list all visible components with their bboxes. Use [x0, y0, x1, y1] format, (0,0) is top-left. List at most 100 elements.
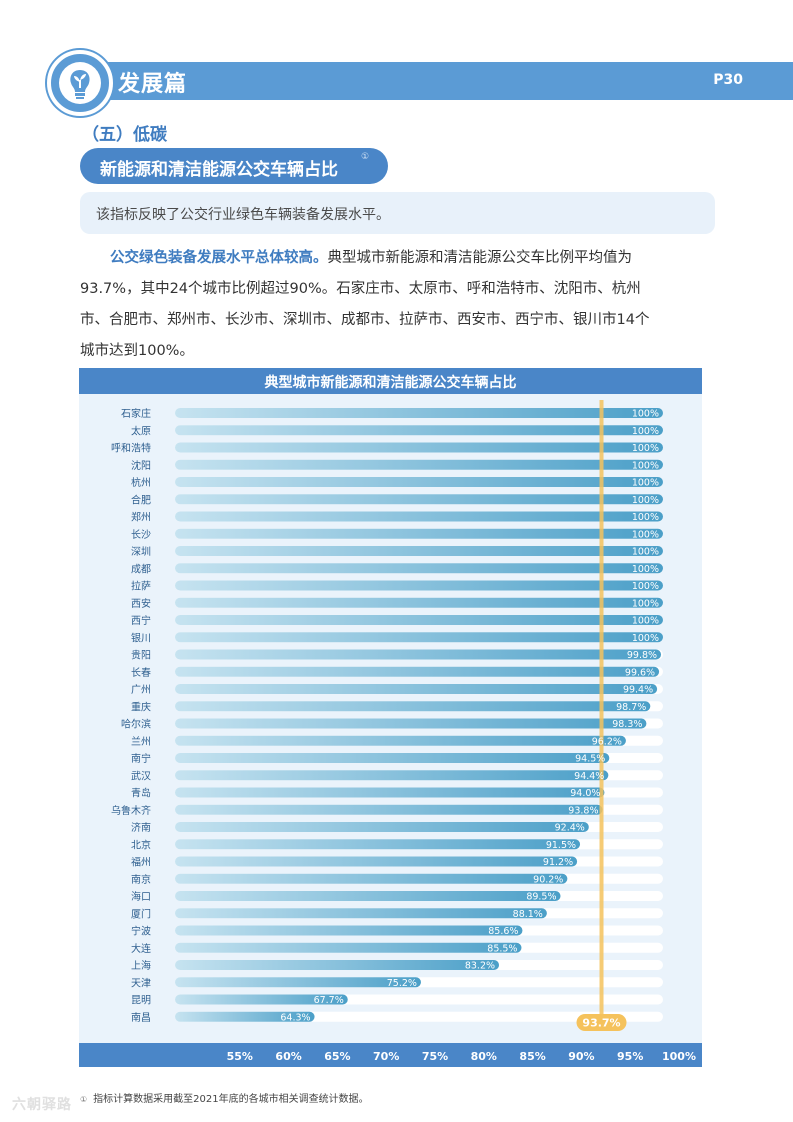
value-label: 90.2%	[533, 874, 563, 885]
bar	[175, 925, 523, 936]
category-label: 太原	[131, 424, 151, 437]
category-label: 北京	[131, 838, 151, 851]
bar	[175, 753, 610, 763]
value-label: 94.5%	[575, 754, 605, 765]
indicator-title: 新能源和清洁能源公交车辆占比	[100, 160, 338, 180]
category-label: 青岛	[131, 787, 151, 800]
bar	[175, 408, 663, 418]
indicator-footnote-mark: ①	[361, 152, 370, 162]
x-tick-label: 70%	[373, 1050, 399, 1063]
value-label: 100%	[632, 633, 659, 644]
average-line	[599, 400, 604, 1025]
bar	[175, 994, 348, 1005]
value-label: 98.3%	[612, 719, 642, 730]
bar	[175, 839, 581, 850]
page-number: P30	[713, 72, 743, 88]
value-label: 96.2%	[592, 736, 622, 747]
body-paragraph: 公交绿色装备发展水平总体较高。典型城市新能源和清洁能源公交车比例平均值为 93.…	[80, 243, 720, 367]
value-label: 99.8%	[627, 650, 657, 661]
category-label: 杭州	[131, 476, 151, 489]
lightbulb-sprout-icon	[70, 70, 90, 99]
category-label: 大连	[131, 942, 151, 955]
paragraph-line1: 典型城市新能源和清洁能源公交车比例平均值为	[327, 250, 633, 266]
paragraph-line4: 城市达到100%。	[80, 343, 194, 359]
bar	[175, 891, 561, 901]
chart-title: 典型城市新能源和清洁能源公交车辆占比	[264, 375, 517, 391]
bar	[175, 666, 660, 677]
category-label: 合肥	[131, 493, 151, 506]
category-label: 兰州	[131, 735, 151, 748]
bar	[175, 597, 663, 608]
value-label: 91.5%	[546, 840, 576, 851]
category-label: 西宁	[131, 614, 151, 627]
value-label: 94.0%	[570, 788, 600, 799]
category-label: 成都	[131, 563, 151, 575]
bar	[175, 580, 663, 591]
footnote: ① 指标计算数据采用截至2021年底的各城市相关调查统计数据。	[80, 1090, 369, 1105]
x-tick-label: 85%	[519, 1050, 545, 1063]
category-label: 呼和浩特	[111, 443, 151, 455]
bar	[175, 960, 500, 970]
category-label: 拉萨	[131, 580, 151, 593]
value-label: 67.7%	[314, 995, 344, 1006]
x-tick-label: 65%	[324, 1050, 350, 1063]
bar	[175, 718, 647, 729]
x-axis-bar	[79, 1043, 702, 1067]
bar	[175, 977, 421, 988]
value-label: 100%	[632, 409, 659, 420]
value-label: 100%	[632, 564, 659, 575]
value-label: 100%	[632, 426, 659, 437]
value-label: 100%	[632, 495, 659, 506]
watermark: 六朝驿路	[12, 1097, 72, 1113]
bar	[175, 615, 663, 625]
note-box	[80, 192, 715, 234]
category-label: 南京	[131, 873, 151, 886]
note-text: 该指标反映了公交行业绿色车辆装备发展水平。	[96, 207, 390, 223]
category-label: 重庆	[131, 700, 151, 713]
value-label: 64.3%	[280, 1012, 310, 1023]
category-label: 福州	[131, 856, 151, 869]
value-label: 100%	[632, 443, 659, 454]
bar	[175, 908, 547, 919]
category-label: 南昌	[131, 1011, 151, 1024]
bar	[175, 1011, 315, 1022]
x-tick-label: 95%	[617, 1050, 643, 1063]
category-label: 贵阳	[131, 649, 151, 662]
value-label: 83.2%	[465, 961, 495, 972]
bar	[175, 701, 651, 712]
value-label: 91.2%	[543, 857, 573, 868]
value-label: 98.7%	[616, 702, 646, 713]
x-tick-label: 80%	[471, 1050, 497, 1063]
category-label: 南宁	[131, 752, 151, 765]
x-tick-label: 75%	[422, 1050, 448, 1063]
x-tick-label: 100%	[662, 1050, 696, 1063]
bar	[175, 632, 663, 643]
x-tick-label: 55%	[227, 1050, 253, 1063]
category-label: 天津	[131, 977, 151, 989]
header-bar	[58, 62, 793, 100]
bar	[175, 494, 663, 505]
category-label: 郑州	[131, 511, 151, 524]
category-label: 厦门	[131, 907, 151, 920]
logo	[47, 50, 113, 116]
bar	[175, 563, 663, 574]
value-label: 100%	[632, 529, 659, 540]
category-label: 宁波	[131, 925, 151, 938]
value-label: 94.4%	[574, 771, 604, 782]
average-badge	[576, 1014, 627, 1031]
category-label: 海口	[131, 890, 151, 903]
category-label: 乌鲁木齐	[111, 804, 151, 817]
bar	[175, 649, 662, 660]
section-title: （五）低碳	[82, 125, 167, 145]
value-label: 100%	[632, 512, 659, 523]
footnote-number: ①	[80, 1095, 88, 1104]
value-label: 100%	[632, 460, 659, 471]
bar	[175, 546, 663, 556]
value-label: 99.6%	[625, 667, 655, 678]
bar	[175, 684, 658, 694]
bar	[175, 942, 522, 953]
value-label: 99.4%	[623, 685, 653, 696]
category-label: 昆明	[131, 995, 151, 1007]
category-label: 广州	[131, 684, 151, 696]
